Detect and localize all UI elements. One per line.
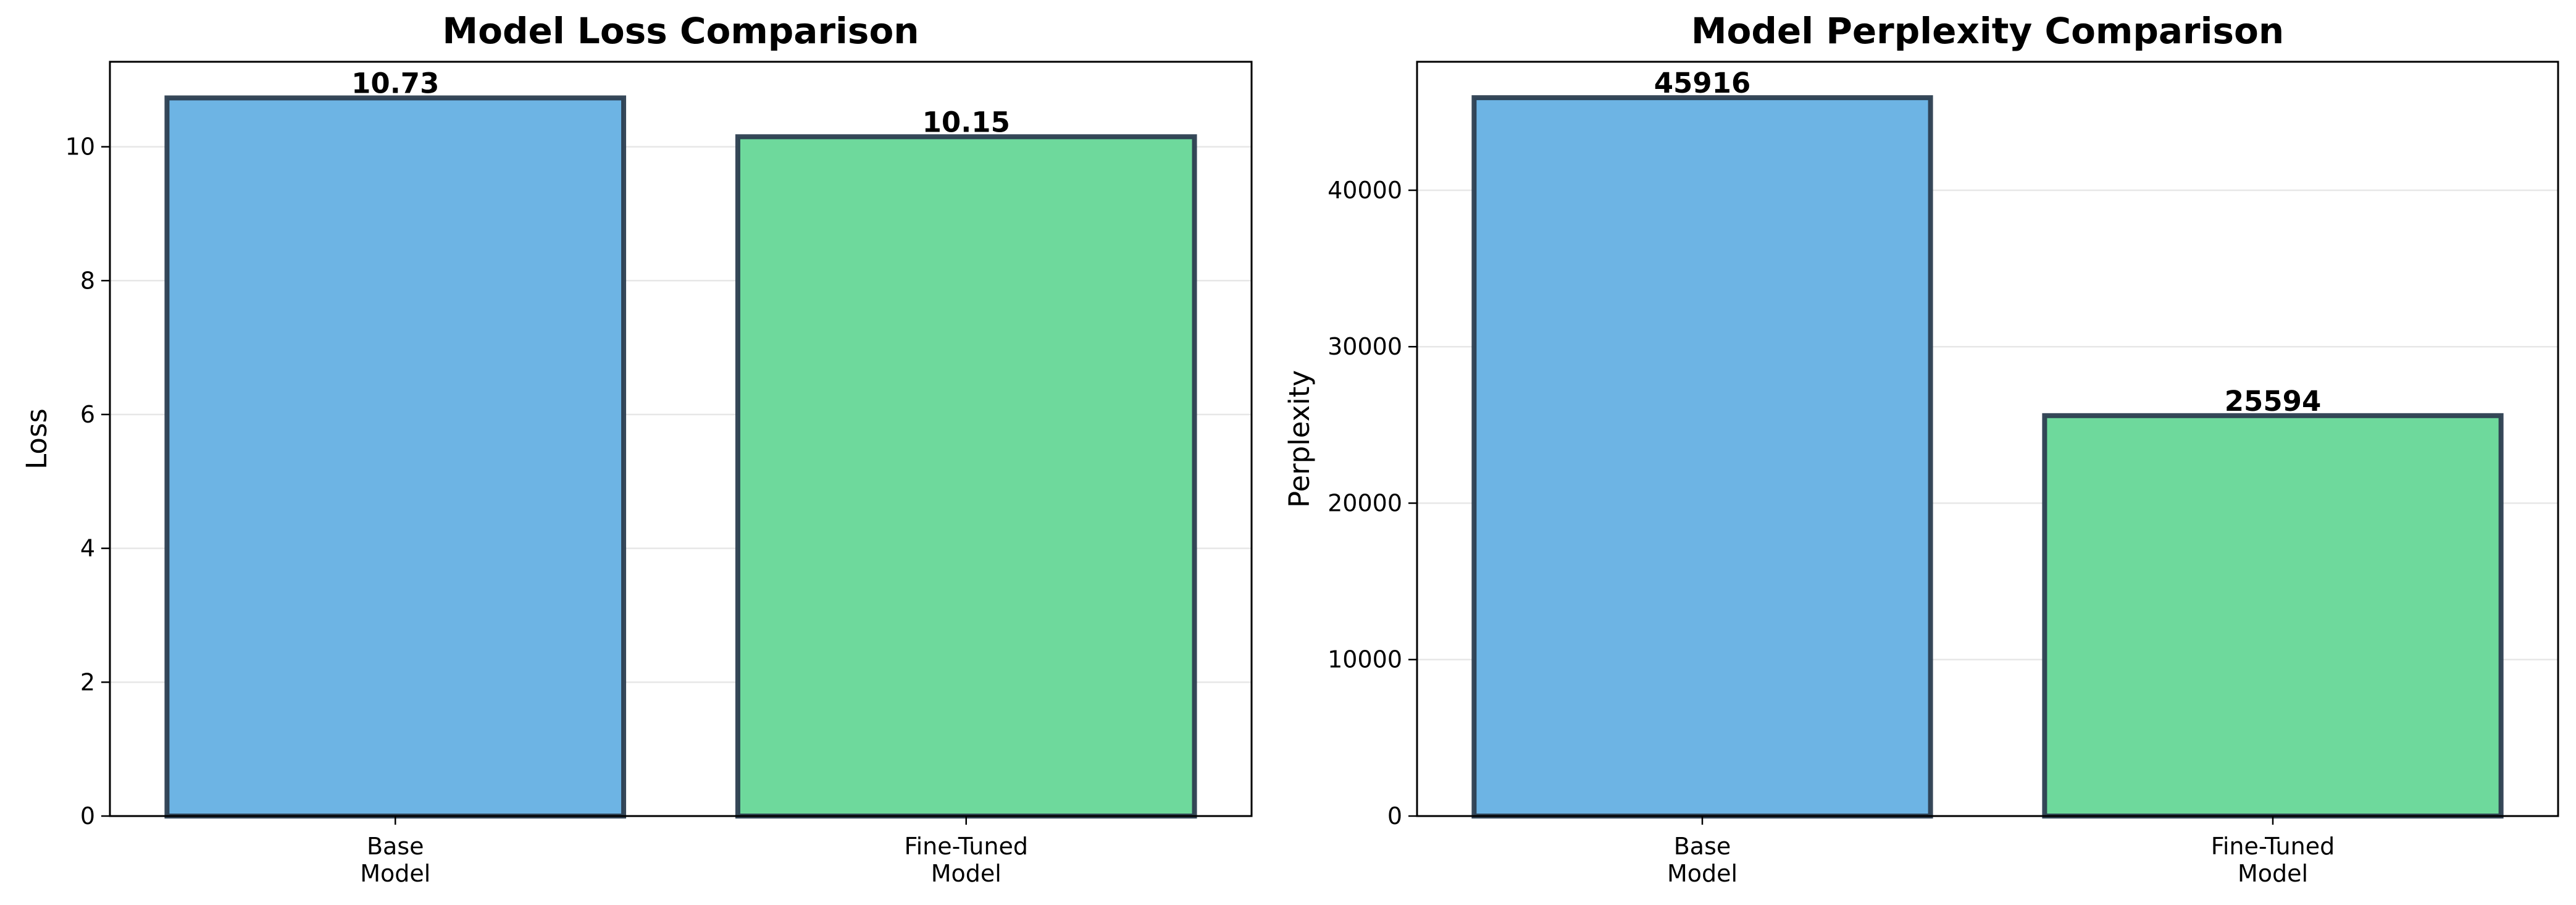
perplexity-value-label-0: 45916 — [1654, 67, 1751, 99]
loss-ytick-label-3: 6 — [80, 401, 95, 428]
perplexity-chart-title: Model Perplexity Comparison — [1691, 10, 2284, 52]
perplexity-ytick-label-2: 20000 — [1328, 489, 1402, 516]
perplexity-bar-0 — [1471, 95, 1933, 819]
perplexity-value-label-1: 25594 — [2225, 385, 2322, 418]
loss-ytick-label-0: 0 — [80, 802, 95, 830]
loss-xtick-label-1: Fine-Tuned Model — [905, 833, 1028, 887]
loss-chart-title: Model Loss Comparison — [442, 10, 919, 52]
loss-ytick-label-1: 2 — [80, 668, 95, 696]
loss-axes-frame — [109, 61, 1253, 817]
loss-ytick-label-4: 8 — [80, 267, 95, 294]
loss-chart-panel: 10.73 Base Model 10.15 Fine-Tuned Model 0 2 4 6 8 1… — [20, 10, 1253, 887]
loss-value-label-1: 10.15 — [922, 106, 1010, 138]
loss-y-axis-label: Loss — [20, 408, 53, 469]
loss-bar-1 — [735, 134, 1197, 819]
perplexity-bar-1 — [2042, 413, 2504, 819]
perplexity-ytick-label-1: 10000 — [1328, 646, 1402, 673]
perplexity-axes-frame — [1416, 61, 2559, 817]
perplexity-ytick-label-4: 40000 — [1328, 177, 1402, 204]
perplexity-xtick-label-1: Fine-Tuned Model — [2211, 833, 2335, 887]
loss-ytick-label-5: 10 — [65, 133, 95, 161]
loss-bar-0 — [164, 95, 627, 819]
perplexity-chart-panel: 45916 Base Model 25594 Fine-Tuned Model 0 10000… — [1283, 10, 2559, 887]
perplexity-ytick-label-0: 0 — [1387, 802, 1402, 830]
loss-value-label-0: 10.73 — [351, 67, 439, 100]
perplexity-xtick-label-0: Base Model — [1667, 833, 1738, 887]
perplexity-ytick-label-3: 30000 — [1328, 333, 1402, 360]
perplexity-y-axis-label: Perplexity — [1283, 370, 1316, 508]
loss-xtick-label-0: Base Model — [360, 833, 430, 887]
loss-ytick-label-2: 4 — [80, 535, 95, 562]
